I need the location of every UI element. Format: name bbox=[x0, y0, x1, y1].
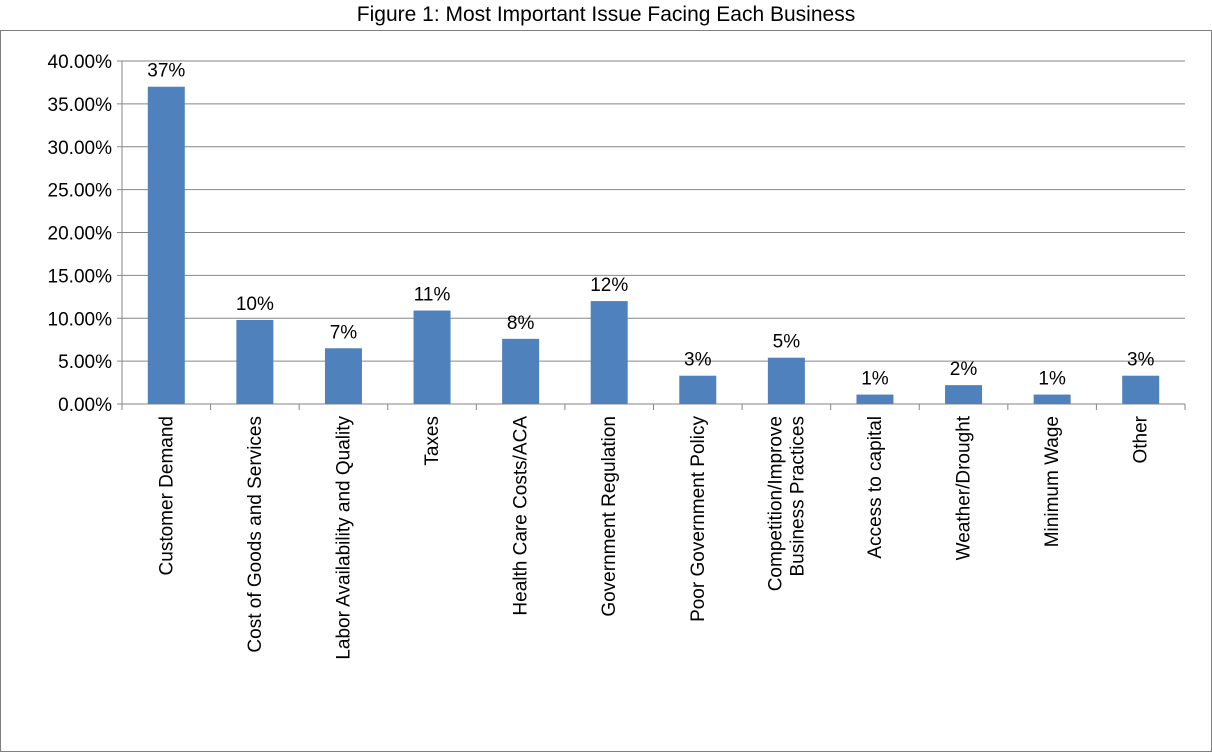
x-category-label: Labor Availability and Quality bbox=[333, 416, 354, 660]
y-tick-label: 35.00% bbox=[48, 95, 113, 116]
x-category-label: Access to capital bbox=[865, 416, 886, 559]
data-label: 12% bbox=[590, 275, 628, 296]
data-label: 1% bbox=[861, 369, 889, 390]
x-category-label: Weather/Drought bbox=[954, 415, 975, 560]
data-label: 2% bbox=[950, 359, 978, 380]
y-tick-label: 30.00% bbox=[48, 138, 113, 159]
bar bbox=[502, 338, 540, 404]
bar bbox=[147, 86, 185, 404]
y-tick-label: 5.00% bbox=[58, 352, 112, 373]
data-label: 8% bbox=[507, 313, 535, 334]
bar bbox=[590, 301, 628, 404]
data-label: 1% bbox=[1038, 369, 1066, 390]
y-tick-label: 10.00% bbox=[48, 309, 113, 330]
x-category-label: Customer Demand bbox=[156, 416, 177, 575]
x-category-label: Government Regulation bbox=[599, 416, 620, 617]
y-tick-label: 0.00% bbox=[58, 395, 112, 416]
bar bbox=[236, 319, 274, 404]
y-tick-label: 15.00% bbox=[48, 266, 113, 287]
x-category-label: Taxes bbox=[422, 416, 443, 466]
x-category-label: Other bbox=[1131, 415, 1152, 463]
chart-title: Figure 1: Most Important Issue Facing Ea… bbox=[356, 3, 856, 26]
x-category-label: Health Care Costs/ACA bbox=[511, 416, 532, 616]
data-label: 5% bbox=[773, 332, 801, 353]
bar bbox=[679, 375, 717, 404]
x-category-label: Competition/Improve bbox=[765, 416, 786, 591]
x-category-label: Poor Government Policy bbox=[688, 416, 709, 622]
data-label: 3% bbox=[1127, 350, 1155, 371]
bar bbox=[1122, 375, 1160, 404]
bar bbox=[413, 310, 451, 404]
y-tick-label: 20.00% bbox=[48, 224, 113, 245]
data-label: 7% bbox=[330, 322, 358, 343]
bar bbox=[324, 348, 362, 404]
bar bbox=[767, 357, 805, 404]
x-category-label: Cost of Goods and Services bbox=[245, 416, 266, 653]
data-label: 3% bbox=[684, 350, 712, 371]
x-category-label: Minimum Wage bbox=[1042, 416, 1063, 547]
data-label: 37% bbox=[147, 61, 185, 82]
y-tick-label: 40.00% bbox=[48, 52, 113, 73]
bar bbox=[945, 385, 983, 404]
y-tick-label: 25.00% bbox=[48, 181, 113, 202]
data-label: 10% bbox=[236, 294, 274, 315]
bar bbox=[1033, 394, 1071, 404]
x-category-label: Business Practices bbox=[787, 416, 808, 577]
data-label: 11% bbox=[414, 285, 451, 306]
bar bbox=[856, 394, 894, 404]
